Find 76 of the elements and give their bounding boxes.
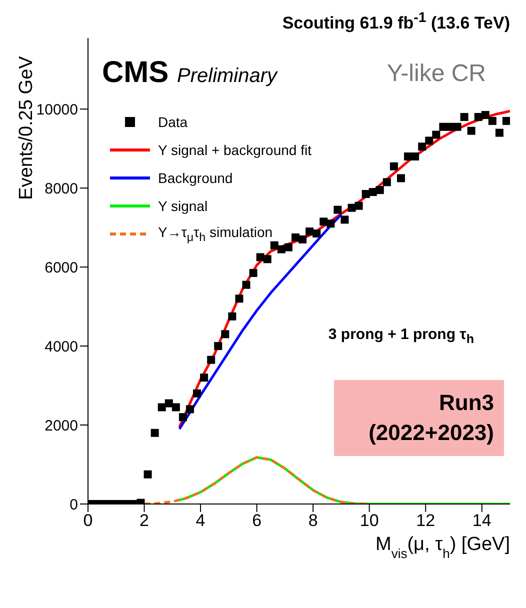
point [270, 241, 278, 250]
point [382, 178, 391, 186]
y-tick-label: 4000 [44, 338, 78, 356]
point [376, 186, 384, 194]
x-tick-label: 12 [416, 511, 436, 530]
point [488, 116, 496, 125]
point [334, 206, 342, 214]
point [396, 174, 405, 182]
point [172, 403, 180, 412]
point [242, 280, 250, 289]
x-axis-title: M$_{vis}$(μ, τ$_{h}$) [GeV] [376, 534, 510, 560]
y-axis-title: Events/0.25 GeV [16, 56, 37, 200]
point [150, 428, 159, 437]
legend-label: Data [158, 114, 188, 130]
x-tick-label: 0 [83, 511, 93, 530]
point [312, 229, 321, 238]
x-tick-label: 6 [252, 511, 262, 530]
point [186, 405, 194, 414]
point [158, 403, 166, 412]
point [362, 190, 370, 198]
y-tick-label: 8000 [44, 180, 78, 198]
point [425, 136, 434, 145]
point [340, 216, 349, 224]
chart-title: Scouting 61.9 fb$^{-1}$ (13.6 TeV) [282, 10, 510, 34]
y-tick-label: 6000 [44, 259, 78, 276]
point [368, 188, 377, 196]
annotation: CMS Preliminary [102, 56, 278, 89]
annotation: Run3 (2022+2023) [334, 380, 504, 456]
point [277, 245, 286, 254]
x-tick-label: 8 [308, 511, 318, 530]
legend-label: Υ signal [158, 198, 208, 214]
point [453, 122, 462, 131]
point [200, 374, 208, 382]
point [291, 233, 300, 242]
point [144, 470, 152, 478]
point [256, 253, 264, 262]
x-tick-label: 14 [472, 511, 492, 530]
legend-label: Υ signal + background fit [158, 142, 312, 158]
point [235, 294, 244, 303]
point [298, 235, 307, 244]
point [221, 330, 230, 338]
y-tick-label: 10000 [36, 101, 78, 118]
annotation: 3 prong + 1 prong τ$_{h}$ [328, 326, 474, 346]
point [481, 111, 490, 120]
x-tick-label: 2 [140, 511, 149, 530]
y-tick-label: 0 [70, 496, 78, 514]
point [326, 220, 335, 228]
point [178, 413, 187, 422]
point [474, 112, 482, 121]
annotation: Υ-like CR [386, 60, 486, 88]
point [432, 130, 440, 139]
point [348, 204, 356, 212]
legend-label: Background [158, 170, 233, 186]
point [207, 356, 216, 364]
point [284, 243, 292, 252]
point [411, 152, 420, 160]
point [263, 255, 272, 264]
point [249, 268, 258, 277]
x-tick-label: 4 [196, 511, 206, 530]
point [320, 218, 328, 226]
point [306, 228, 314, 236]
point [193, 389, 202, 398]
point [502, 116, 510, 125]
point [495, 128, 504, 137]
point [214, 342, 222, 350]
point [354, 202, 363, 210]
point [228, 312, 236, 320]
y-tick-label: 2000 [44, 417, 78, 434]
point [446, 122, 454, 131]
legend-label: Υ→τ$_{μ}$τ$_{h}$ simulation [158, 224, 273, 244]
point [390, 162, 398, 170]
point [467, 126, 476, 135]
point [164, 399, 173, 408]
point [418, 142, 426, 151]
x-tick-label: 10 [360, 511, 379, 530]
point [460, 112, 468, 121]
